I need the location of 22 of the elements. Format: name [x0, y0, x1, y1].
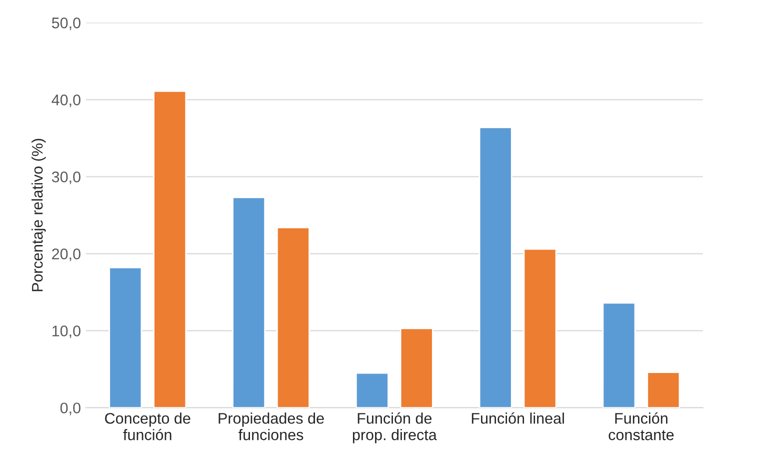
bar	[478, 126, 512, 408]
x-tick-label: Función de prop. directa	[352, 412, 437, 444]
bar	[153, 90, 187, 408]
x-tick-label: Función lineal	[472, 412, 564, 424]
x-tick-label: Función constante	[608, 412, 674, 440]
bar	[646, 372, 680, 408]
bar	[232, 196, 266, 408]
x-tick-label: Propiedades de funciones	[218, 412, 324, 440]
y-tick-label: 20,0	[52, 248, 80, 262]
y-tick-label: 50,0	[52, 18, 80, 30]
y-axis-title: Porcentaje relativo (%)	[32, 138, 46, 292]
y-tick-label: 40,0	[52, 94, 80, 108]
bar	[108, 266, 142, 408]
y-tick-label: 0,0	[60, 402, 80, 416]
y-tick-label: 10,0	[52, 326, 80, 338]
y-tick-label: 30,0	[52, 172, 80, 184]
bar	[602, 302, 636, 408]
bar	[523, 248, 557, 408]
bar	[355, 372, 389, 408]
bar	[400, 328, 434, 408]
bar	[276, 226, 310, 408]
x-tick-label: Concepto de función	[105, 412, 190, 440]
